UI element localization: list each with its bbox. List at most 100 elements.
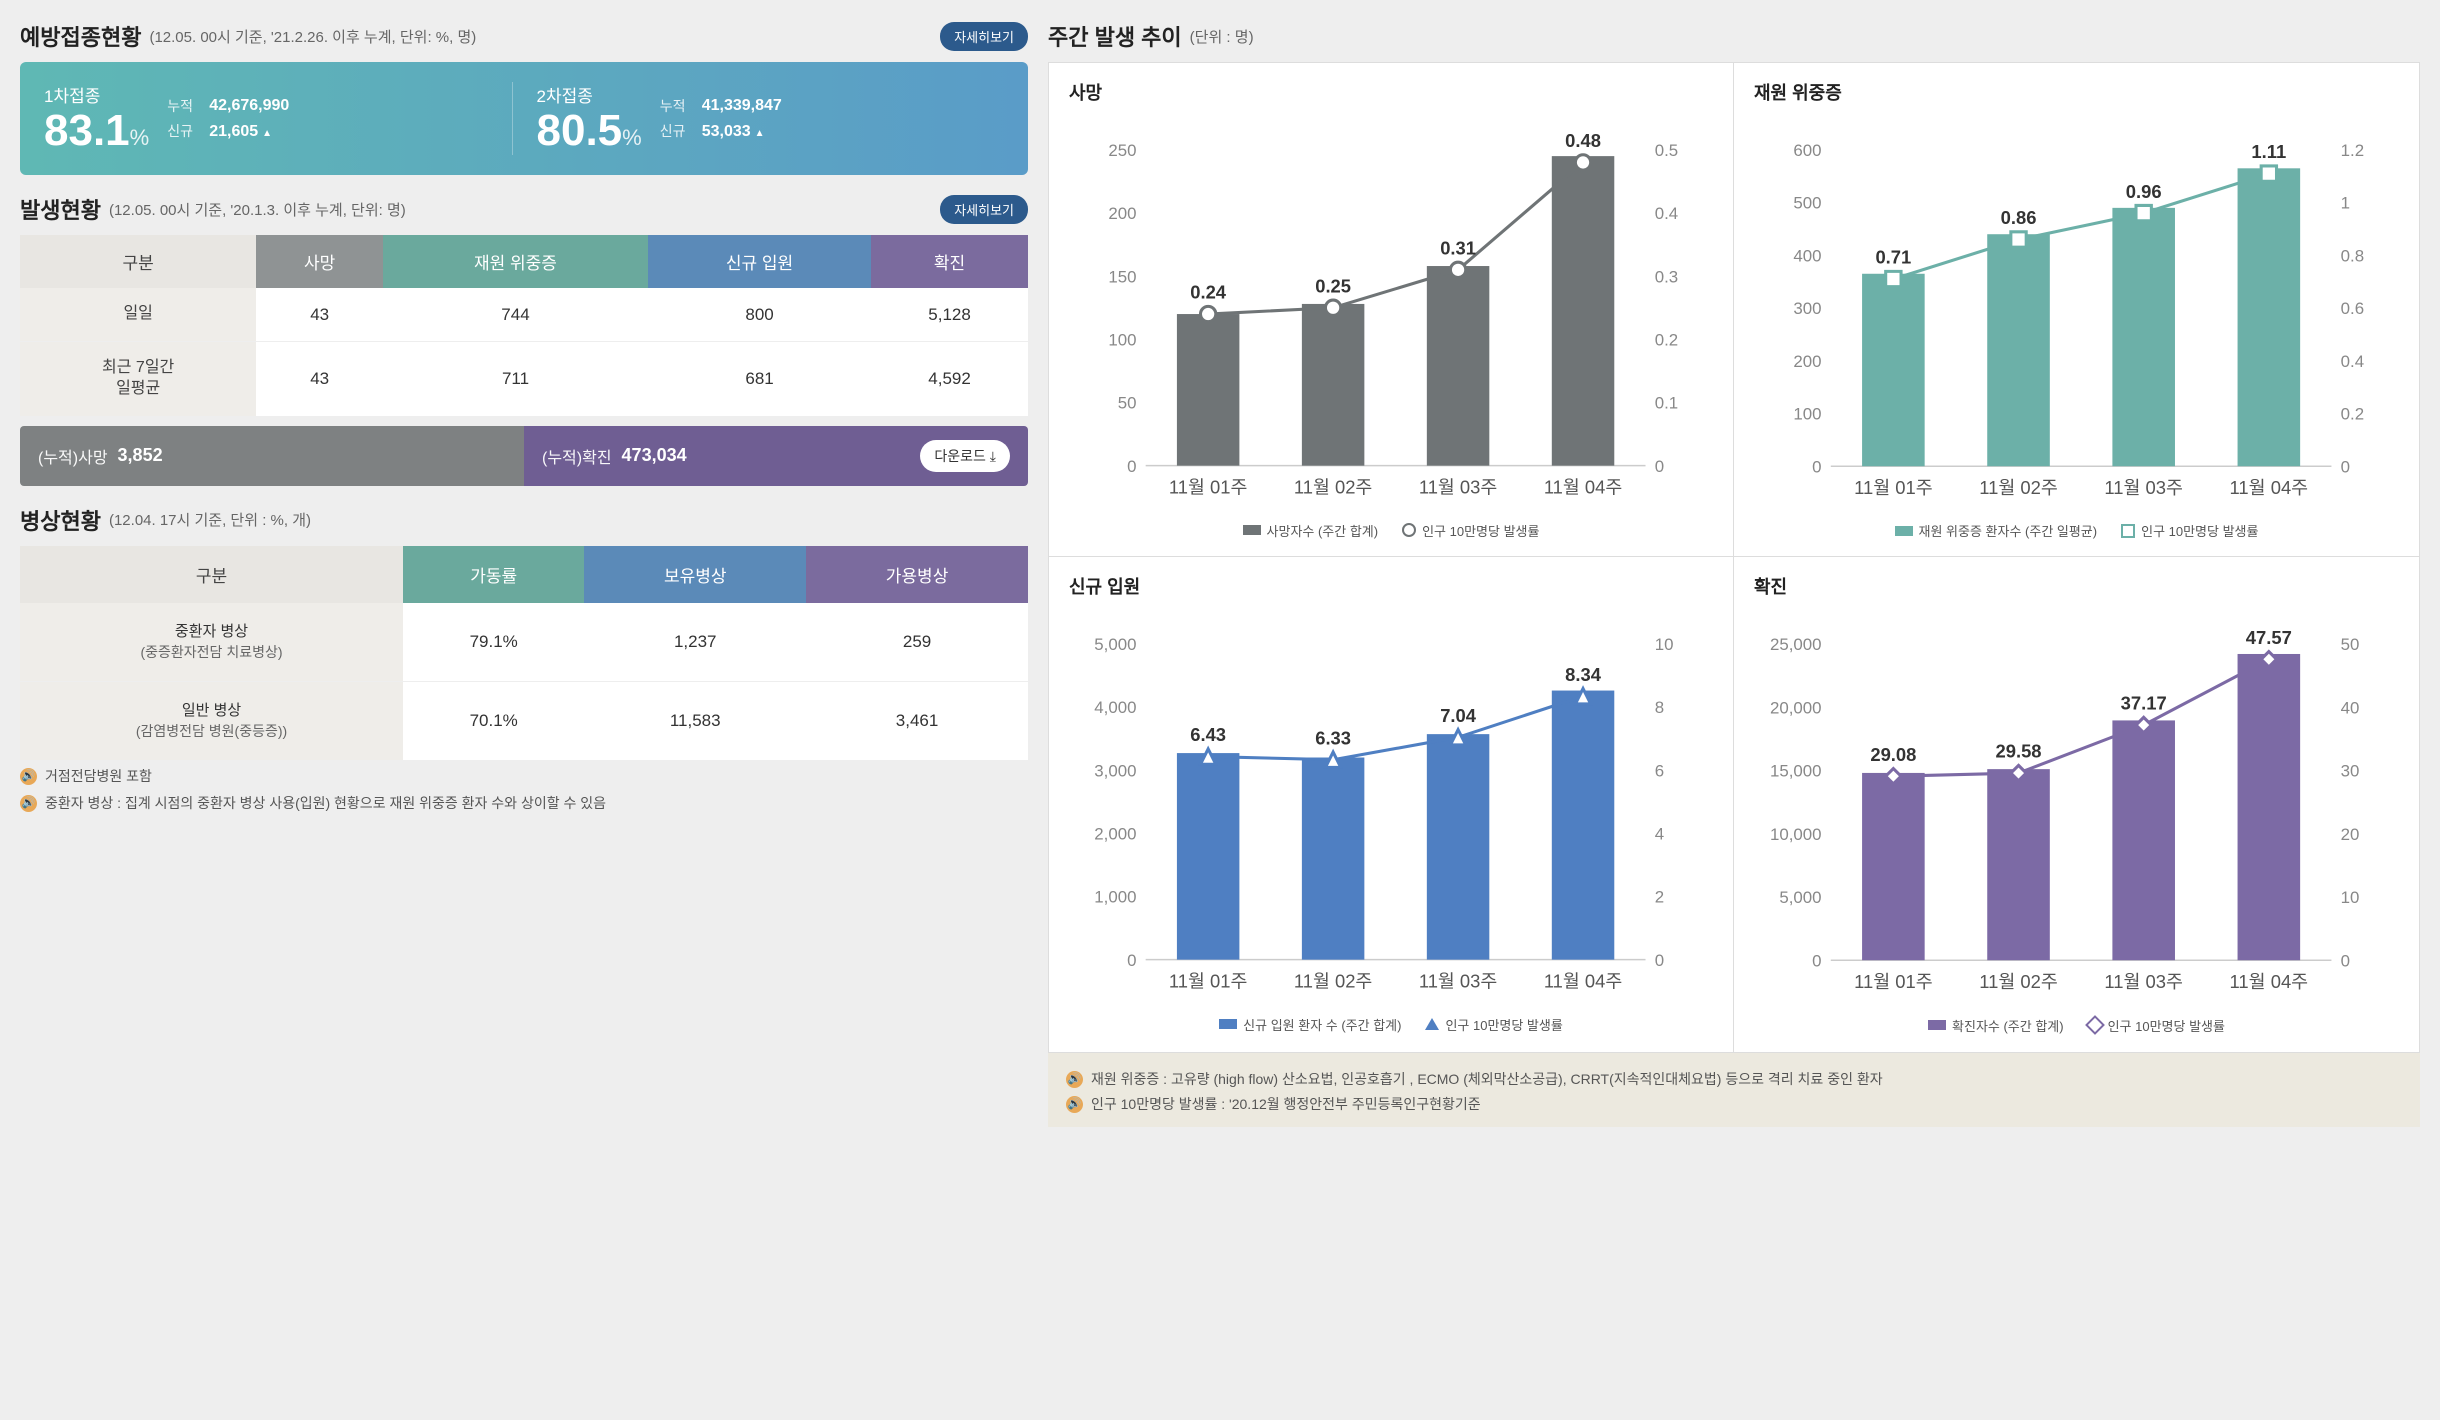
svg-text:11월 03주: 11월 03주 <box>2104 971 2183 992</box>
svg-text:11월 01주: 11월 01주 <box>1169 476 1247 497</box>
svg-text:10: 10 <box>2341 888 2360 907</box>
row2-c2: 711 <box>383 342 648 416</box>
weekly-subtitle: (단위 : 명) <box>1190 26 1254 47</box>
svg-text:1,000: 1,000 <box>1094 888 1136 907</box>
cum-conf-val: 473,034 <box>622 445 687 466</box>
svg-text:0: 0 <box>2341 952 2350 971</box>
svg-text:11월 02주: 11월 02주 <box>1979 971 2058 992</box>
th-gubun: 구분 <box>20 235 256 288</box>
bed-th-total: 보유병상 <box>584 546 806 603</box>
dose2-label: 2차접종 <box>537 82 642 107</box>
svg-text:11월 02주: 11월 02주 <box>1979 477 2058 498</box>
svg-text:29.58: 29.58 <box>1995 741 2041 762</box>
weekly-footnotes: 🔊재원 위중증 : 고유량 (high flow) 산소요법, 인공호흡기 , … <box>1048 1053 2420 1127</box>
svg-text:11월 02주: 11월 02주 <box>1294 476 1372 497</box>
svg-text:300: 300 <box>1793 299 1821 318</box>
svg-text:50: 50 <box>2341 635 2360 654</box>
cumulative-bar: (누적)사망 3,852 (누적)확진 473,034 다운로드 ⤓ <box>20 426 1028 486</box>
svg-text:150: 150 <box>1108 267 1136 286</box>
svg-text:1.2: 1.2 <box>2341 141 2364 160</box>
th-severe: 재원 위중증 <box>383 235 648 288</box>
svg-text:0: 0 <box>1127 457 1136 476</box>
svg-text:0.25: 0.25 <box>1315 275 1351 296</box>
chart-legend: 신규 입원 환자 수 (주간 합계) 인구 10만명당 발생률 <box>1069 1015 1713 1034</box>
outbreak-table: 구분 사망 재원 위중증 신규 입원 확진 일일 43 744 800 5,12… <box>20 235 1028 415</box>
dose1-label: 1차접종 <box>44 82 149 107</box>
vaccination-detail-button[interactable]: 자세히보기 <box>940 22 1028 51</box>
bed-row1-c2: 1,237 <box>584 603 806 682</box>
svg-text:4,000: 4,000 <box>1094 698 1136 717</box>
vaccination-title: 예방접종현황 <box>20 20 141 52</box>
dose2-cum: 41,339,847 <box>702 93 782 119</box>
svg-text:11월 03주: 11월 03주 <box>1419 476 1497 497</box>
svg-text:0: 0 <box>1812 952 1821 971</box>
svg-text:1: 1 <box>2341 194 2350 213</box>
svg-text:0.24: 0.24 <box>1190 282 1227 303</box>
svg-text:11월 03주: 11월 03주 <box>2104 477 2183 498</box>
svg-text:0: 0 <box>2341 457 2350 476</box>
svg-text:11월 04주: 11월 04주 <box>1544 476 1622 497</box>
chart-svg: 05,00010,00015,00020,00025,0000102030405… <box>1754 607 2399 1006</box>
svg-text:47.57: 47.57 <box>2246 627 2292 648</box>
row2-c3: 681 <box>648 342 871 416</box>
svg-text:7.04: 7.04 <box>1440 705 1477 726</box>
chart-legend: 사망자수 (주간 합계) 인구 10만명당 발생률 <box>1069 521 1713 540</box>
cum-death-val: 3,852 <box>118 445 163 466</box>
svg-text:11월 01주: 11월 01주 <box>1854 477 1933 498</box>
svg-text:600: 600 <box>1793 141 1821 160</box>
outbreak-title: 발생현황 <box>20 193 101 225</box>
svg-text:0.3: 0.3 <box>1655 267 1678 286</box>
chart-title: 확진 <box>1754 573 2399 599</box>
bed-th-avail: 가용병상 <box>806 546 1028 603</box>
outbreak-section: 발생현황 (12.05. 00시 기준, '20.1.3. 이후 누계, 단위:… <box>20 193 1028 485</box>
svg-text:1.11: 1.11 <box>2251 141 2286 162</box>
svg-text:0: 0 <box>1127 951 1136 970</box>
svg-text:10,000: 10,000 <box>1770 825 1822 844</box>
svg-text:3,000: 3,000 <box>1094 762 1136 781</box>
bed-row2-c2: 11,583 <box>584 681 806 760</box>
chart-title: 재원 위중증 <box>1754 79 2399 105</box>
svg-text:0.6: 0.6 <box>2341 299 2364 318</box>
th-death: 사망 <box>256 235 383 288</box>
svg-text:0.4: 0.4 <box>2341 352 2364 371</box>
cum-death-label: (누적)사망 <box>38 444 108 468</box>
dose2-block: 2차접종 80.5% 누적41,339,847 신규53,033 <box>512 82 1005 155</box>
chart-cell: 사망 05010015020025000.10.20.30.40.50.240.… <box>1049 63 1734 557</box>
svg-text:11월 01주: 11월 01주 <box>1854 971 1933 992</box>
bed-row2-c1: 70.1% <box>403 681 584 760</box>
outbreak-detail-button[interactable]: 자세히보기 <box>940 195 1028 224</box>
info-icon: 🔊 <box>20 795 37 812</box>
svg-text:40: 40 <box>2341 699 2360 718</box>
dose1-new: 21,605 <box>209 119 272 145</box>
cum-conf-label: (누적)확진 <box>542 444 612 468</box>
table-row: 일일 43 744 800 5,128 <box>20 288 1028 341</box>
svg-text:37.17: 37.17 <box>2121 693 2167 714</box>
dose2-pct: 80.5% <box>537 107 642 155</box>
beds-footnote-1: 🔊거점전담병원 포함 <box>20 766 1028 787</box>
chart-cell: 신규 입원 01,0002,0003,0004,0005,00002468106… <box>1049 557 1734 1051</box>
row2-c1: 43 <box>256 342 383 416</box>
chart-cell: 확진 05,00010,00015,00020,00025,0000102030… <box>1734 557 2419 1051</box>
chart-svg: 010020030040050060000.20.40.60.811.20.71… <box>1754 113 2399 512</box>
bed-row1-c1: 79.1% <box>403 603 584 682</box>
svg-text:0: 0 <box>1812 457 1821 476</box>
svg-text:0: 0 <box>1655 951 1664 970</box>
download-button[interactable]: 다운로드 ⤓ <box>920 440 1010 472</box>
svg-text:11월 02주: 11월 02주 <box>1294 971 1372 992</box>
svg-text:5,000: 5,000 <box>1094 635 1136 654</box>
row1-c4: 5,128 <box>871 288 1028 341</box>
info-icon: 🔊 <box>20 768 37 785</box>
svg-text:0.2: 0.2 <box>1655 330 1678 349</box>
th-hosp: 신규 입원 <box>648 235 871 288</box>
row1-label: 일일 <box>20 288 256 341</box>
svg-text:100: 100 <box>1793 405 1821 424</box>
dose1-new-label: 신규 <box>167 120 201 142</box>
svg-text:11월 04주: 11월 04주 <box>2230 477 2309 498</box>
chart-svg: 05010015020025000.10.20.30.40.50.240.250… <box>1069 113 1713 512</box>
svg-text:400: 400 <box>1793 246 1821 265</box>
dose2-new: 53,033 <box>702 119 765 145</box>
weekly-footnote-2: 🔊인구 10만명당 발생률 : '20.12월 행정안전부 주민등록인구현황기준 <box>1066 1094 2402 1115</box>
svg-text:4: 4 <box>1655 825 1664 844</box>
charts-grid: 사망 05010015020025000.10.20.30.40.50.240.… <box>1048 62 2420 1053</box>
svg-text:0.4: 0.4 <box>1655 204 1678 223</box>
